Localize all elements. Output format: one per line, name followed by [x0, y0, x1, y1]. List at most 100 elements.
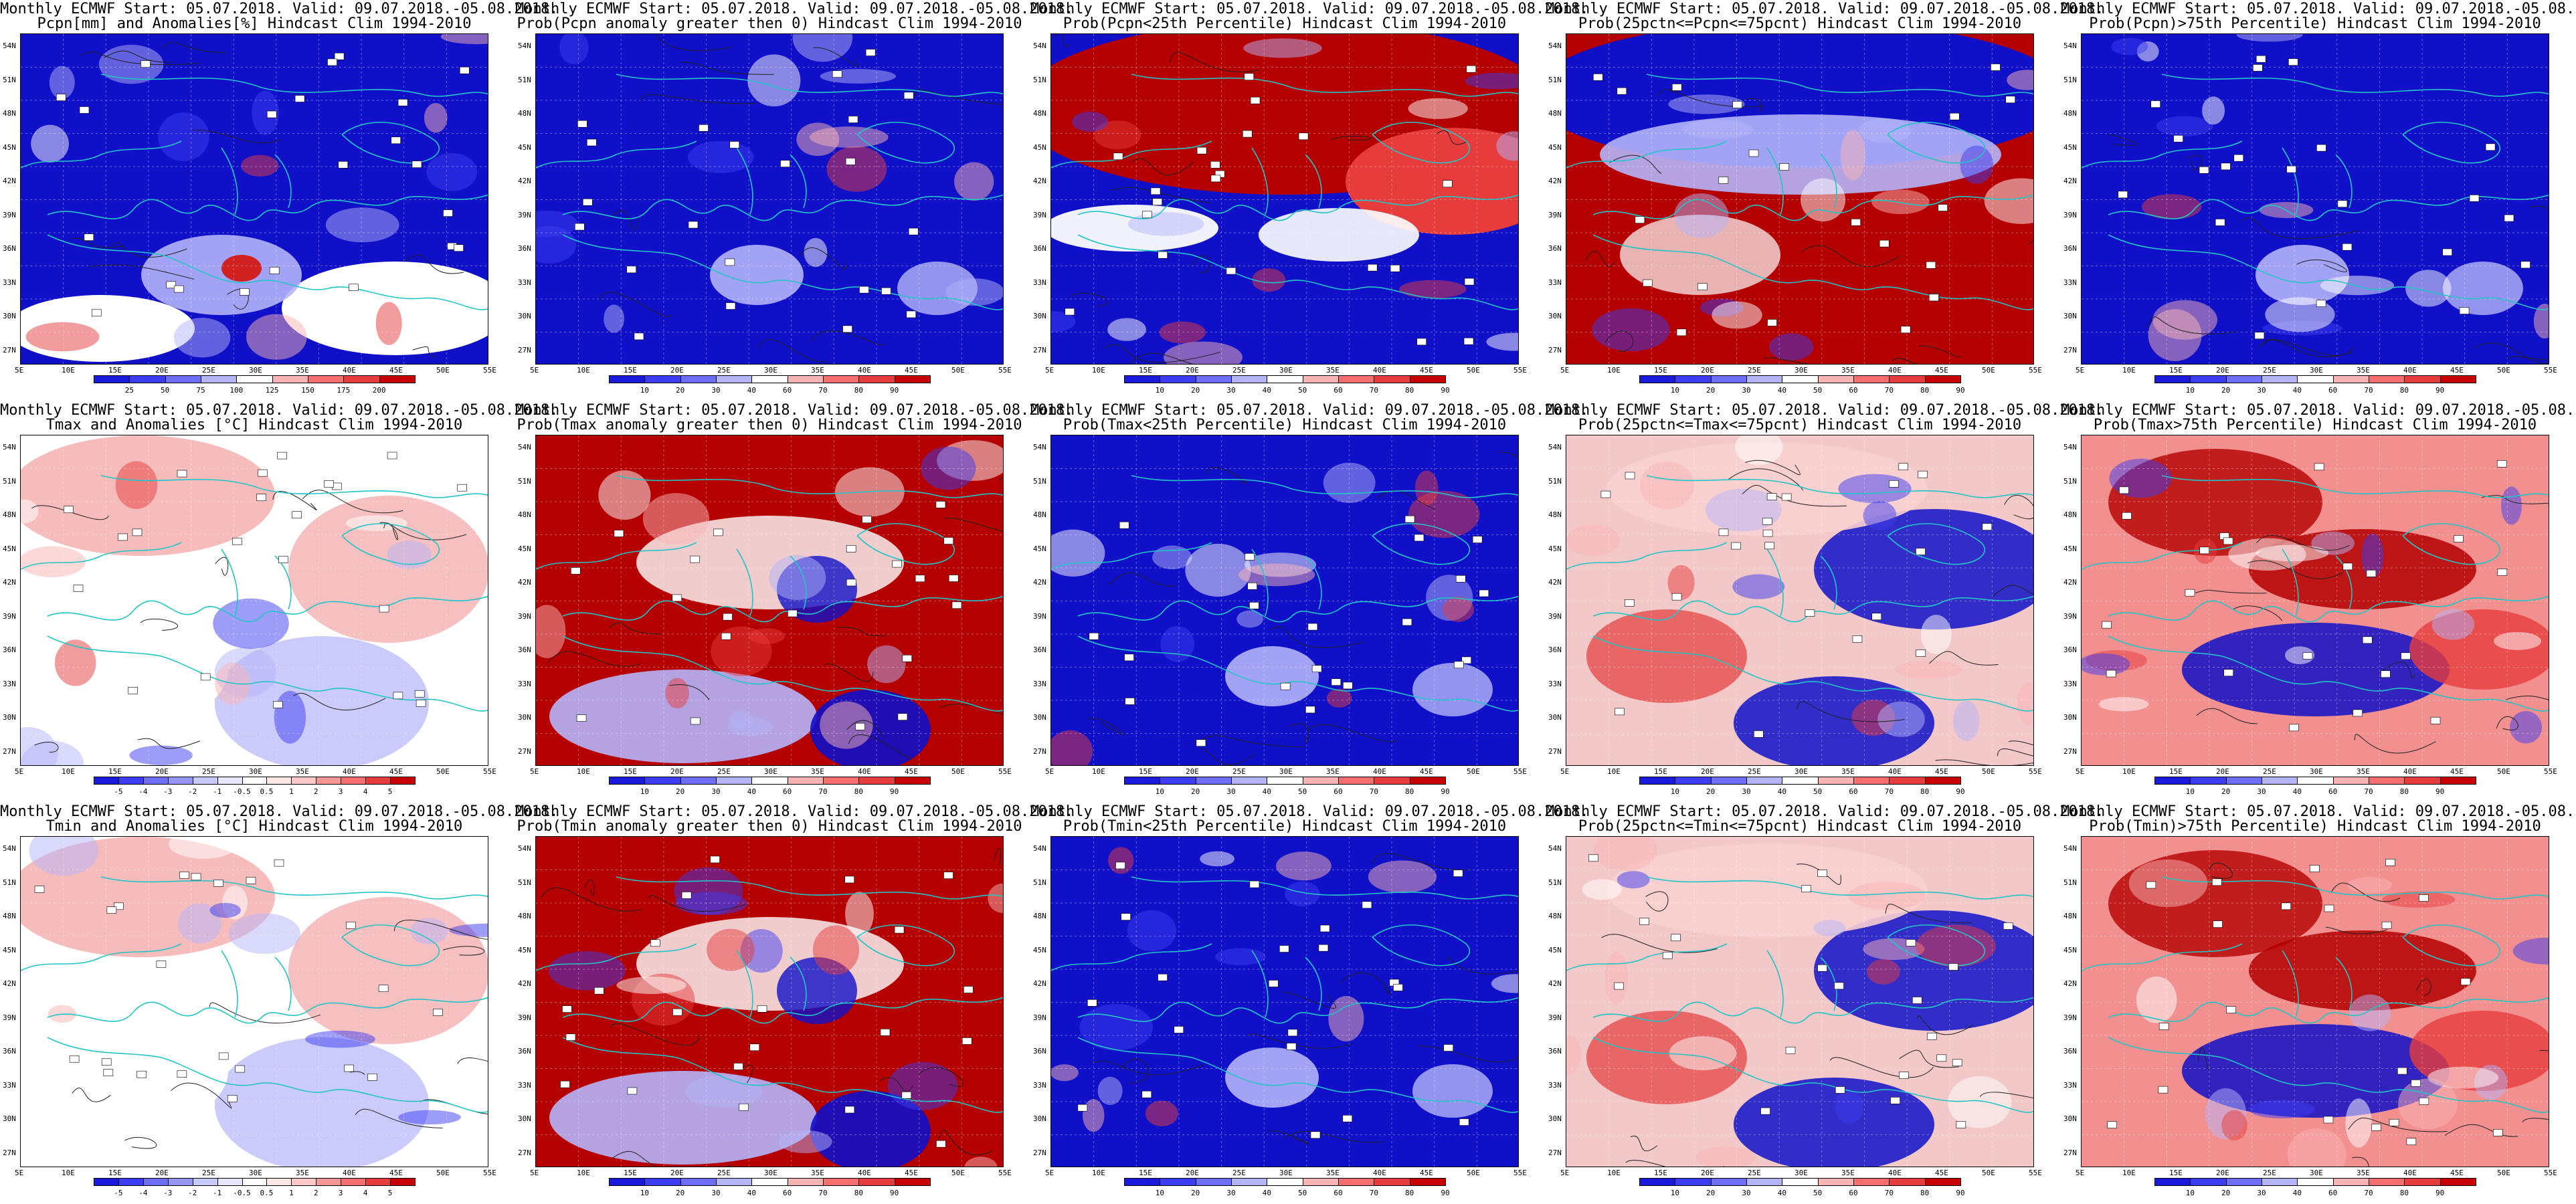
colorbar-label: 90	[890, 1189, 899, 1197]
station-marker	[1472, 536, 1483, 543]
lon-tick-label: 40E	[858, 767, 871, 776]
field-patch	[21, 546, 86, 578]
field-patch	[945, 278, 1003, 306]
station-marker	[2288, 58, 2298, 66]
lon-tick-label: 10E	[1092, 366, 1105, 375]
lon-tick-label: 15E	[1654, 1169, 1667, 1177]
station-marker	[246, 877, 256, 884]
contour-line	[1446, 957, 1518, 975]
lat-tick-label: 39N	[1033, 1013, 1046, 1022]
panel-title: Monthly ECMWF Start: 05.07.2018. Valid: …	[2061, 402, 2576, 419]
colorbar-label: 4	[363, 787, 368, 796]
field-patch	[2427, 1066, 2499, 1089]
lon-tick-label: 50E	[1467, 366, 1480, 375]
lat-tick-label: 54N	[2063, 844, 2077, 853]
field-patch	[252, 90, 279, 135]
coastline	[1251, 147, 1322, 215]
lon-tick-label: 15E	[108, 1169, 122, 1177]
coastline	[1077, 234, 1518, 310]
lon-tick-label: 30E	[2310, 1169, 2323, 1177]
station-marker	[1753, 730, 1764, 738]
contour-line	[1929, 651, 1999, 666]
lat-tick-label: 30N	[1548, 312, 1562, 321]
lon-tick-label: 45E	[905, 767, 918, 776]
field-patch	[2098, 697, 2149, 712]
lon-tick-label: 10E	[1092, 767, 1105, 776]
station-marker	[574, 223, 585, 231]
station-marker	[1899, 1072, 1909, 1079]
contour-line	[1630, 1135, 1658, 1152]
contour-line	[2352, 1157, 2369, 1167]
field-patch	[867, 645, 906, 684]
lat-tick-label: 30N	[1548, 1114, 1562, 1124]
colorbar-swatch	[2297, 777, 2334, 785]
station-marker	[1210, 175, 1221, 183]
field-patch	[2443, 262, 2523, 315]
lon-tick-label: 50E	[436, 366, 450, 375]
station-marker	[1287, 1029, 1298, 1037]
field-patch	[98, 44, 164, 84]
map-field	[1566, 34, 2033, 364]
lon-tick-label: 15E	[1654, 767, 1667, 776]
colorbar: -5 -4 -3 -2 -1 -0.5 0.5 1 2 3 4 5	[94, 777, 416, 797]
coastline	[2108, 1037, 2549, 1113]
colorbar-label: 50	[1813, 386, 1823, 395]
lon-tick-label: 40E	[1373, 1169, 1386, 1177]
coastline	[616, 74, 1003, 97]
lon-tick-label: 45E	[2450, 1169, 2464, 1177]
lon-tick-label: 10E	[577, 366, 590, 375]
colorbar-swatch	[167, 777, 193, 785]
field-patch	[1236, 610, 1263, 628]
lat-tick-label: 48N	[1548, 109, 1562, 118]
field-patch	[1486, 332, 1518, 351]
contour-line	[2197, 1047, 2209, 1071]
station-marker	[2256, 55, 2266, 63]
colorbar-swatch	[751, 1178, 788, 1186]
colorbar-swatch	[680, 777, 717, 785]
colorbar-label: 60	[783, 1189, 792, 1197]
station-marker	[2314, 463, 2324, 471]
lat-tick-label: 33N	[2063, 1080, 2077, 1090]
colorbar-swatch	[609, 375, 646, 383]
contour-line	[2481, 495, 2549, 504]
coastline	[2161, 876, 2549, 900]
coastline	[2282, 950, 2353, 1018]
lat-tick-label: 42N	[518, 177, 531, 186]
contour-line	[192, 129, 281, 144]
station-marker	[457, 484, 467, 492]
map-panel-r2c4: Monthly ECMWF Start: 05.07.2018. Valid: …	[1546, 401, 2104, 803]
lat-tick-label: 33N	[518, 278, 531, 287]
contour-line	[648, 895, 746, 912]
colorbar: 10 20 30 40 50 60 70 80 90	[1639, 375, 1965, 395]
contour-line	[1744, 98, 1762, 112]
panel-subtitle: Prob(Tmax>75th Percentile) Hindcast Clim…	[2093, 417, 2537, 433]
colorbar-swatch	[365, 1178, 391, 1186]
field-patch	[1606, 442, 1928, 536]
station-marker	[278, 556, 288, 564]
colorbar-swatch	[167, 1178, 193, 1186]
colorbar-label: 80	[1920, 1189, 1930, 1197]
panel-title: Monthly ECMWF Start: 05.07.2018. Valid: …	[1546, 803, 2104, 820]
lon-tick-label: 55E	[998, 1169, 1012, 1177]
lon-tick-label: 30E	[1279, 366, 1293, 375]
station-marker	[1393, 984, 1403, 991]
colorbar-label: 3	[338, 787, 343, 796]
field-patch	[288, 897, 488, 1044]
field-patch	[410, 918, 448, 944]
contour-line	[412, 346, 436, 358]
colorbar-label: 90	[2435, 386, 2445, 395]
map-field	[21, 34, 488, 364]
field-patch	[2382, 891, 2456, 908]
lat-tick-label: 51N	[3, 75, 16, 84]
station-marker	[1781, 493, 1792, 501]
panel-subtitle: Prob(25pctn<=Tmax<=75pcnt) Hindcast Clim…	[1578, 417, 2022, 433]
station-marker	[2286, 165, 2296, 173]
contour-line	[104, 50, 171, 63]
field-patch	[2136, 976, 2177, 1023]
lat-tick-label: 54N	[1033, 443, 1046, 452]
lat-tick-label: 51N	[1033, 476, 1046, 486]
station-marker	[2119, 486, 2129, 494]
colorbar-label: 70	[818, 1189, 828, 1197]
colorbar-swatch	[787, 375, 824, 383]
coastline	[562, 997, 1003, 1024]
